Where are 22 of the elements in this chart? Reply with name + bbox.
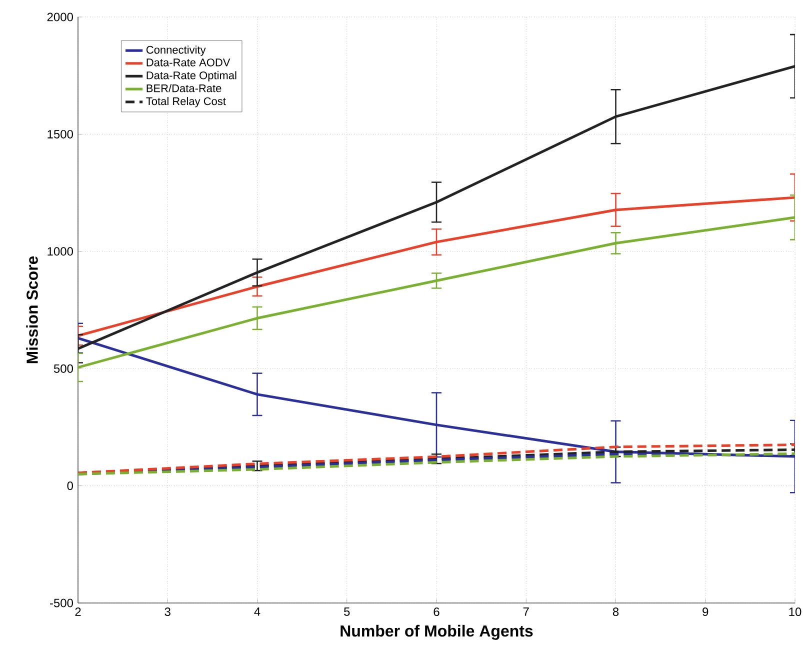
x-tick-label: 5 <box>344 608 350 616</box>
y-axis-title: Mission Score <box>26 256 38 364</box>
legend-label: Connectivity <box>146 46 206 56</box>
x-tick-label: 3 <box>164 608 170 616</box>
y-tick-label: 2000 <box>47 12 73 22</box>
legend-label: Data-Rate AODV <box>146 58 230 66</box>
x-axis-title: Number of Mobile Agents <box>340 624 533 640</box>
x-tick-label: 6 <box>434 608 440 616</box>
y-tick-label: 1000 <box>48 247 73 256</box>
x-tick-label: 9 <box>702 608 708 616</box>
x-tick-label: 10 <box>789 608 802 616</box>
legend-label: Data-Rate Optimal <box>146 71 236 82</box>
x-tick-label: 8 <box>612 608 619 616</box>
x-tick-label: 4 <box>254 608 260 616</box>
legend-label: Total Relay Cost <box>146 97 226 108</box>
y-tick-label: 0 <box>67 482 74 490</box>
y-tick-label: -500 <box>50 598 73 608</box>
y-tick-label: 1500 <box>48 130 73 138</box>
x-tick-label: 7 <box>523 608 529 616</box>
y-tick-label: 500 <box>54 364 73 373</box>
x-tick-label: 2 <box>75 608 81 616</box>
legend-label: BER/Data-Rate <box>146 84 222 92</box>
